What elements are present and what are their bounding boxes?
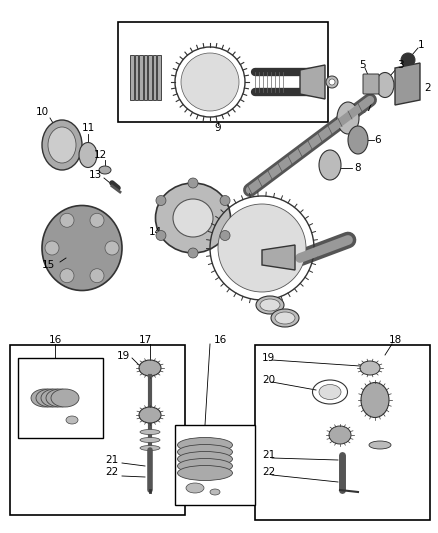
Ellipse shape — [329, 426, 351, 444]
Circle shape — [90, 213, 104, 227]
Bar — [157, 55, 160, 100]
Ellipse shape — [275, 312, 295, 324]
Ellipse shape — [177, 451, 233, 466]
Circle shape — [90, 269, 104, 282]
Ellipse shape — [361, 383, 389, 417]
Circle shape — [105, 241, 119, 255]
Ellipse shape — [140, 430, 160, 434]
Ellipse shape — [46, 389, 74, 407]
Ellipse shape — [48, 127, 76, 163]
Text: 3: 3 — [397, 60, 403, 70]
Polygon shape — [395, 63, 420, 105]
Bar — [130, 55, 134, 100]
Text: 21: 21 — [105, 455, 118, 465]
Circle shape — [156, 230, 166, 240]
Ellipse shape — [31, 389, 59, 407]
Circle shape — [45, 241, 59, 255]
Text: 19: 19 — [262, 353, 275, 363]
Bar — [144, 55, 147, 100]
Circle shape — [220, 230, 230, 240]
Circle shape — [401, 53, 415, 67]
Circle shape — [218, 204, 306, 292]
Text: 16: 16 — [213, 335, 226, 345]
Ellipse shape — [139, 360, 161, 376]
Text: 20: 20 — [262, 375, 275, 385]
Polygon shape — [300, 65, 325, 99]
Circle shape — [329, 79, 335, 85]
Circle shape — [188, 178, 198, 188]
Ellipse shape — [210, 489, 220, 495]
Ellipse shape — [177, 445, 233, 459]
Bar — [139, 55, 142, 100]
Polygon shape — [262, 245, 295, 270]
Circle shape — [326, 76, 338, 88]
Ellipse shape — [186, 483, 204, 493]
Text: 14: 14 — [148, 227, 162, 237]
FancyBboxPatch shape — [363, 74, 379, 94]
Ellipse shape — [173, 199, 213, 237]
Ellipse shape — [41, 389, 69, 407]
Ellipse shape — [99, 166, 111, 174]
Ellipse shape — [140, 446, 160, 450]
Text: 21: 21 — [262, 450, 275, 460]
Text: 18: 18 — [389, 335, 402, 345]
Bar — [10, 345, 185, 515]
Ellipse shape — [139, 407, 161, 423]
Text: 15: 15 — [41, 260, 55, 270]
Ellipse shape — [42, 206, 122, 290]
Text: 11: 11 — [81, 123, 95, 133]
Ellipse shape — [376, 72, 394, 98]
Bar — [175, 425, 255, 505]
Circle shape — [60, 213, 74, 227]
Ellipse shape — [256, 296, 284, 314]
Text: 8: 8 — [355, 163, 361, 173]
Circle shape — [181, 53, 239, 111]
Circle shape — [188, 248, 198, 258]
Text: 6: 6 — [374, 135, 381, 145]
Ellipse shape — [140, 438, 160, 442]
Ellipse shape — [66, 416, 78, 424]
Text: 16: 16 — [48, 335, 62, 345]
Ellipse shape — [360, 361, 380, 375]
Ellipse shape — [260, 299, 280, 311]
Circle shape — [220, 196, 230, 206]
Text: 5: 5 — [360, 60, 366, 70]
Ellipse shape — [155, 183, 230, 253]
Ellipse shape — [51, 389, 79, 407]
Circle shape — [60, 269, 74, 282]
Bar — [18, 358, 103, 438]
Text: 7: 7 — [365, 103, 371, 113]
Circle shape — [156, 196, 166, 206]
Ellipse shape — [42, 120, 82, 170]
Ellipse shape — [319, 150, 341, 180]
Ellipse shape — [337, 102, 359, 134]
Ellipse shape — [177, 438, 233, 453]
Text: 10: 10 — [35, 107, 49, 117]
Text: 22: 22 — [105, 467, 118, 477]
Ellipse shape — [177, 465, 233, 481]
Text: 17: 17 — [138, 335, 152, 345]
Text: 9: 9 — [215, 123, 221, 133]
Text: 19: 19 — [117, 351, 130, 361]
Bar — [118, 22, 328, 122]
Ellipse shape — [319, 384, 341, 400]
Ellipse shape — [177, 458, 233, 473]
Bar — [255, 345, 430, 520]
Text: 1: 1 — [418, 40, 424, 50]
Text: 22: 22 — [262, 467, 275, 477]
Ellipse shape — [369, 441, 391, 449]
Bar — [134, 55, 138, 100]
Text: 13: 13 — [88, 170, 102, 180]
Bar — [152, 55, 156, 100]
Ellipse shape — [271, 309, 299, 327]
Text: 2: 2 — [425, 83, 431, 93]
Ellipse shape — [36, 389, 64, 407]
Ellipse shape — [79, 142, 97, 167]
Text: 12: 12 — [93, 150, 106, 160]
Bar — [148, 55, 152, 100]
Ellipse shape — [348, 126, 368, 154]
